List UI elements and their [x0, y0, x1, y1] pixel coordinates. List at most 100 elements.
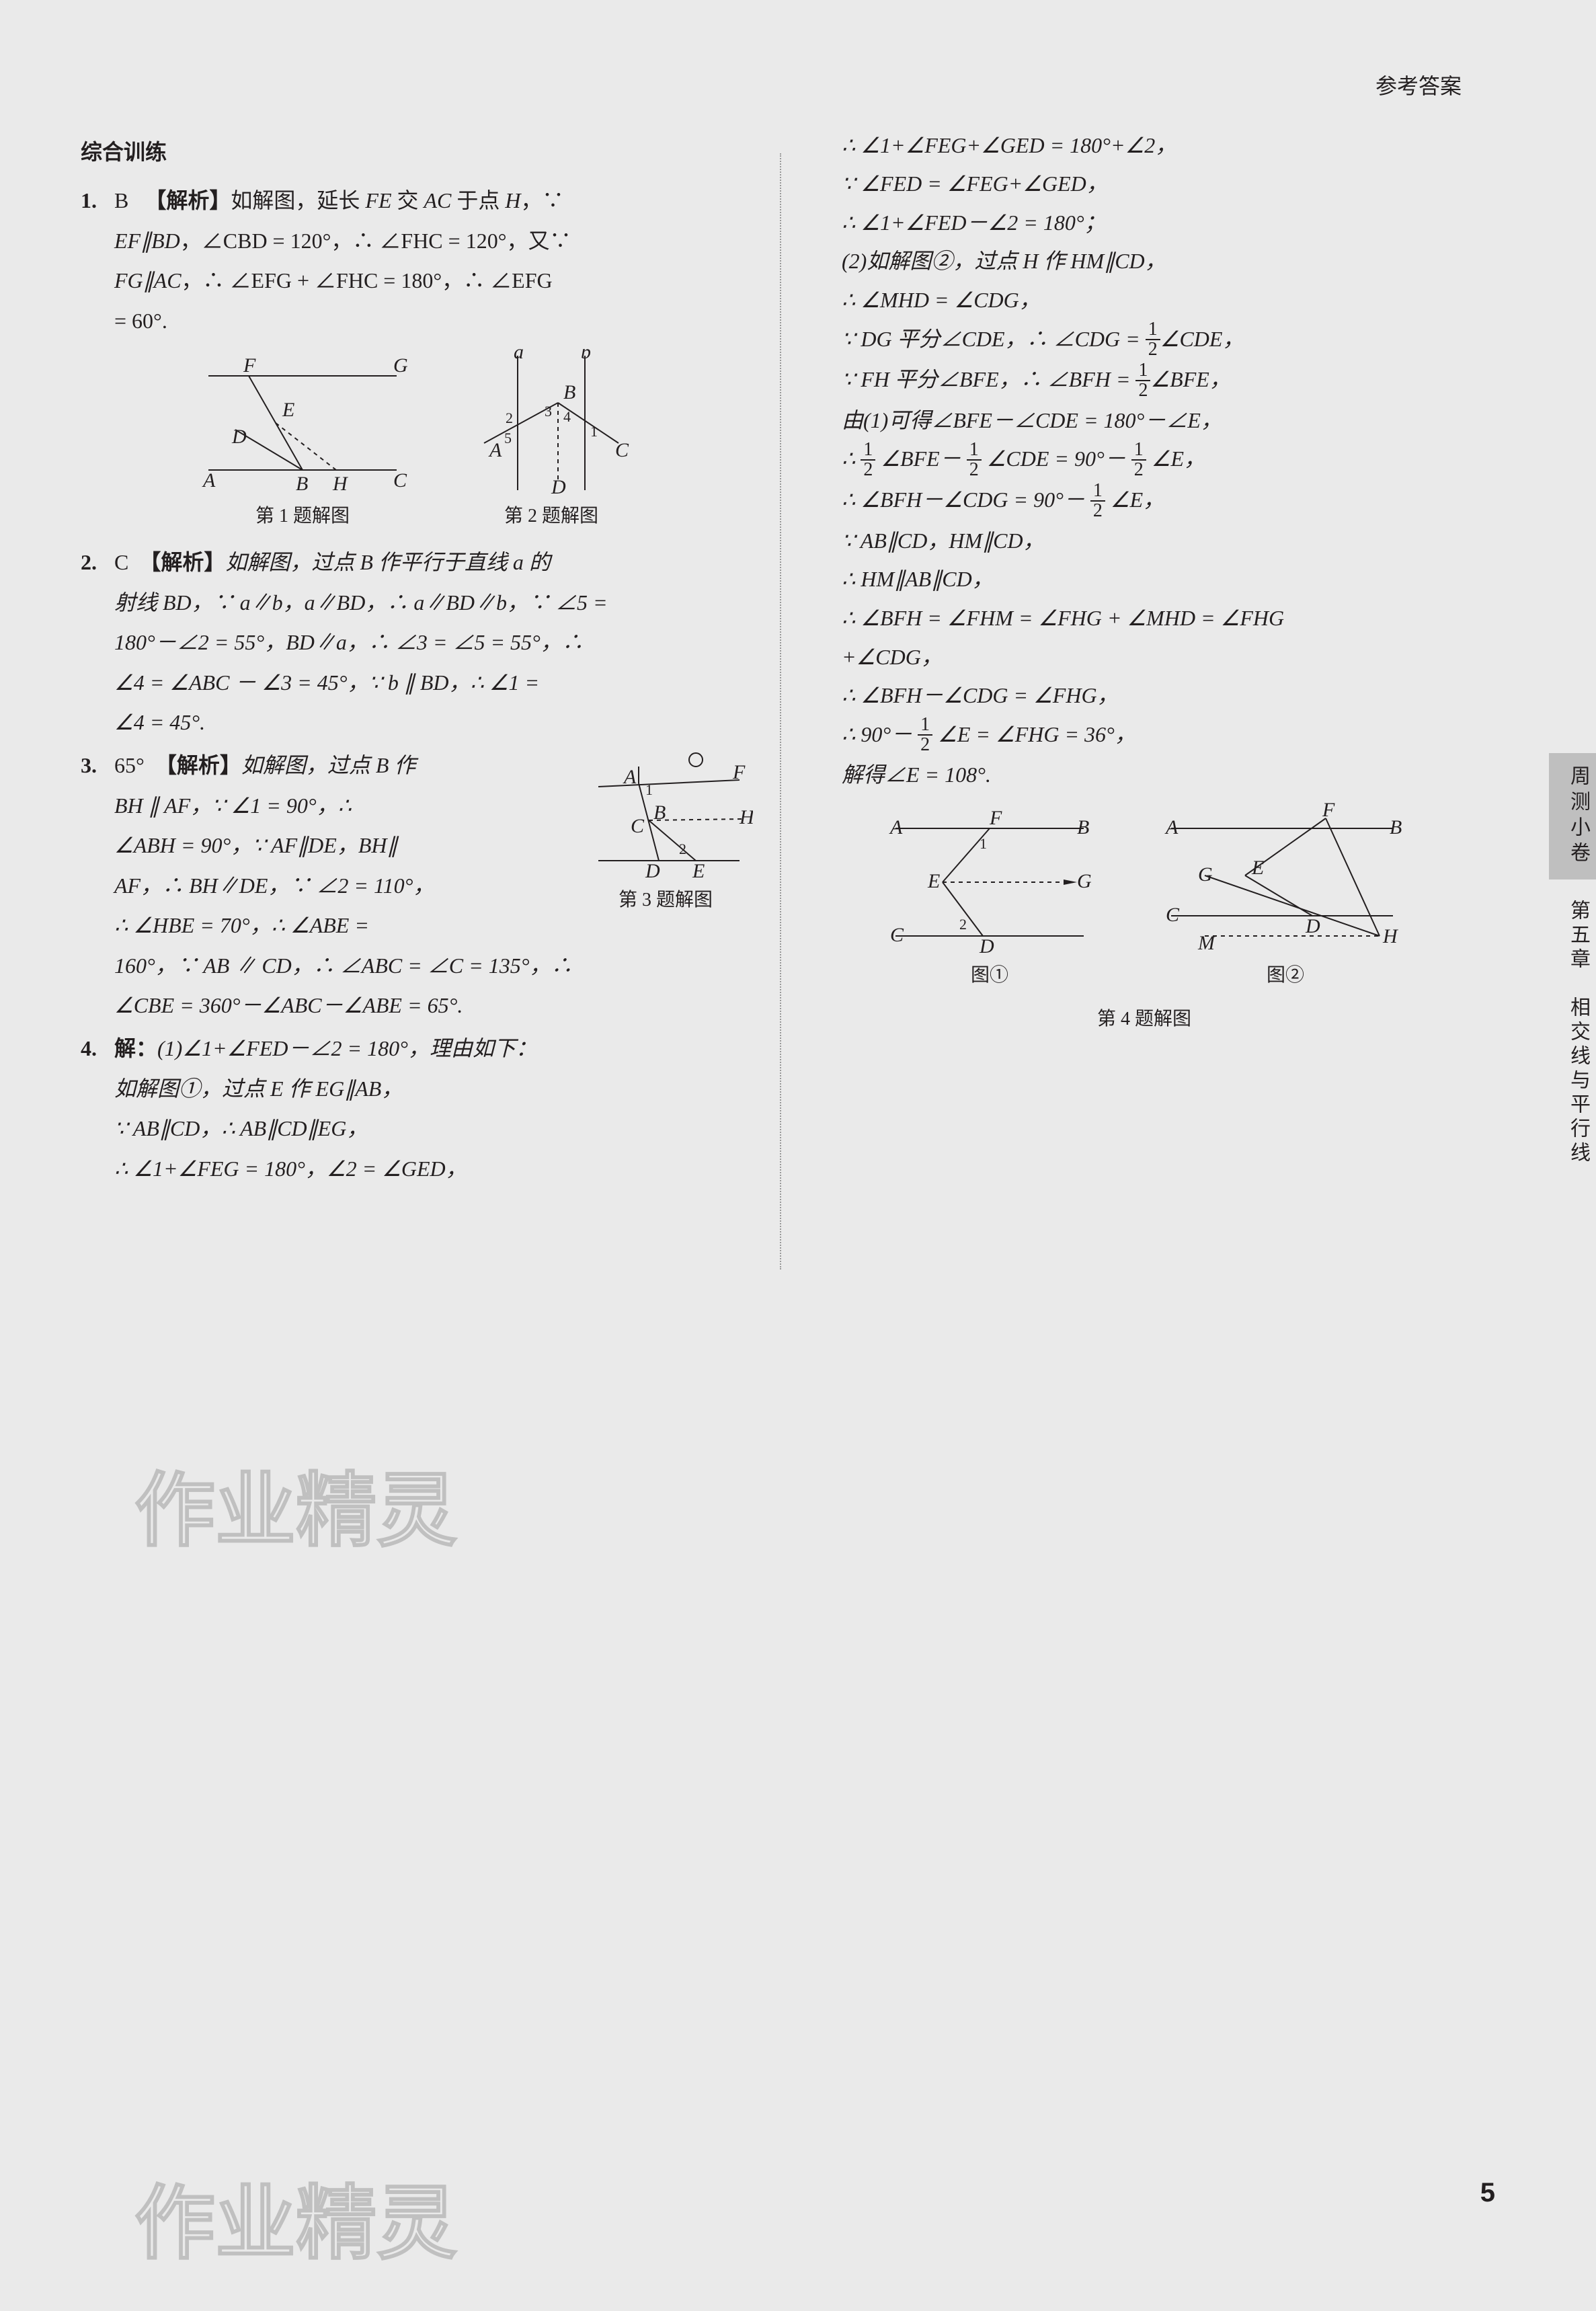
q1-fe: FE: [365, 188, 391, 212]
q4-figure-2: A B F G E C D M H 图②: [1158, 801, 1413, 992]
frac-half-4: 12: [967, 440, 982, 479]
q4-fig1-svg: A B F E G C D 1 2: [875, 801, 1104, 956]
lbl2-C: C: [615, 439, 629, 461]
q4-r9b: ∠BFE－: [881, 446, 961, 471]
lbl2-B: B: [563, 381, 575, 403]
l3-E: E: [692, 860, 705, 881]
q3-l1: 如解图，过点 B 作: [241, 753, 416, 777]
lbl-H: H: [332, 473, 349, 495]
column-right: ∴ ∠1+∠FEG+∠GED = 180°+∠2， ∵ ∠FED = ∠FEG+…: [808, 126, 1480, 1269]
q2-body: C 【解析】如解图，过点 B 作平行于直线 a 的 射线 BD，∵ a∥b，a∥…: [114, 543, 753, 744]
q1-fig-caption: 第 1 题解图: [195, 500, 410, 533]
f41-E: E: [927, 870, 940, 892]
f42-M: M: [1197, 932, 1216, 954]
q4-r14: ∴ ∠BFH－∠CDG = ∠FHG，: [842, 676, 1480, 715]
q4-label: 解：: [114, 1036, 157, 1060]
q4-l2: 如解图①，过点 E 作 EG∥AB，: [114, 1070, 753, 1109]
q3-l7: ∠CBE = 360°－∠ABC－∠ABE = 65°.: [114, 986, 753, 1025]
n2-5: 5: [504, 430, 512, 446]
q1-h: H: [505, 188, 520, 212]
page-content: 参考答案 综合训练 1. B 【解析】如解图，延长 FE 交 AC 于点 H，∵…: [81, 67, 1515, 1269]
lbl-G: G: [393, 354, 408, 377]
q3-fig-caption: 第 3 题解图: [578, 884, 753, 917]
q4-r6a: ∵ DG 平分∠CDE，∴ ∠CDG =: [842, 327, 1146, 351]
q4-fig2-svg: A B F G E C D M H: [1158, 801, 1413, 956]
section-title: 综合训练: [81, 133, 753, 172]
q4-figure-1: A B F E G C D 1 2 图①: [875, 801, 1104, 992]
f41-2: 2: [959, 916, 967, 933]
q3-number: 3.: [81, 746, 114, 1027]
f41-G: G: [1077, 870, 1092, 892]
n3-1: 1: [645, 781, 653, 798]
watermark-2: 作业精灵: [134, 2152, 457, 2297]
l3-F: F: [732, 761, 746, 783]
q4-r11: ∵ AB∥CD，HM∥CD，: [842, 522, 1480, 561]
page-number: 5: [1480, 2168, 1495, 2217]
side-tabs: 周测小卷 第五章 相交线与平行线: [1549, 753, 1596, 1166]
q1-q2-figures: F G E D A B H C 第 1 题解图: [81, 349, 753, 533]
page-header: 参考答案: [81, 67, 1515, 106]
q2-l4: ∠4 = ∠ABC － ∠3 = 45°，∵ b ∥ BD，∴ ∠1 =: [114, 664, 753, 703]
f41-A: A: [889, 816, 903, 838]
f41-B: B: [1077, 816, 1089, 838]
q4-r9c: ∠CDE = 90°－: [987, 446, 1126, 471]
q4-r1: ∴ ∠1+∠FEG+∠GED = 180°+∠2，: [842, 126, 1480, 165]
q4-fig2-caption: 图②: [1158, 959, 1413, 992]
f42-C: C: [1166, 904, 1180, 926]
frac-half-1: 12: [1146, 320, 1160, 359]
f42-B: B: [1390, 816, 1402, 838]
q1-l4: = 60°.: [114, 302, 753, 341]
q1-number: 1.: [81, 182, 114, 342]
f42-F: F: [1322, 801, 1335, 821]
lbl-A: A: [202, 469, 216, 492]
q2-answer: C: [114, 550, 128, 574]
f42-H: H: [1382, 925, 1399, 947]
q2-l1: 如解图，过点 B 作平行于直线 a 的: [225, 550, 551, 574]
lbl2-b: b: [581, 349, 591, 363]
q4-r4: (2)如解图②，过点 H 作 HM∥CD，: [842, 242, 1480, 281]
lbl2-A: A: [488, 439, 502, 461]
q4-r10a: ∴ ∠BFH－∠CDG = 90°－: [842, 487, 1085, 512]
lbl-D: D: [231, 426, 247, 448]
q4-r2: ∵ ∠FED = ∠FEG+∠GED，: [842, 165, 1480, 204]
q3-body: A F C B H D E 1 2 第 3 题解图 65° 【解析】如解图，过点…: [114, 746, 753, 1027]
lbl-F: F: [243, 354, 256, 377]
lbl-E: E: [282, 399, 294, 421]
q4-l4: ∴ ∠1+∠FEG = 180°，∠2 = ∠GED，: [114, 1150, 753, 1189]
q4-r9d: ∠E，: [1152, 446, 1205, 471]
question-3: 3. A F C: [81, 746, 753, 1027]
q4-r7b: ∠BFE，: [1150, 367, 1230, 391]
q4-right-continuation: ∴ ∠1+∠FEG+∠GED = 180°+∠2， ∵ ∠FED = ∠FEG+…: [808, 126, 1480, 795]
frac-half-5: 12: [1131, 440, 1146, 479]
two-column-layout: 综合训练 1. B 【解析】如解图，延长 FE 交 AC 于点 H，∵ EF∥B…: [81, 126, 1515, 1269]
lbl-B: B: [296, 473, 308, 495]
column-divider: [780, 153, 781, 1269]
q1-t1: 如解图，延长: [231, 188, 365, 212]
side-tab-chapter: 第五章 相交线与平行线: [1549, 900, 1596, 1166]
q4-r7a: ∵ FH 平分∠BFE，∴ ∠BFH =: [842, 367, 1135, 391]
q4-l3: ∵ AB∥CD，∴ AB∥CD∥EG，: [114, 1109, 753, 1148]
n2-1: 1: [590, 423, 598, 440]
q4-fig1-caption: 图①: [875, 959, 1104, 992]
f42-E: E: [1251, 857, 1264, 879]
frac-half-7: 12: [918, 715, 932, 754]
q1-l3b: ，∴ ∠EFG + ∠FHC = 180°，∴ ∠EFG: [182, 268, 553, 292]
lbl2-D: D: [551, 476, 566, 497]
q4-r15b: ∠E = ∠FHG = 36°，: [938, 722, 1136, 746]
column-left: 综合训练 1. B 【解析】如解图，延长 FE 交 AC 于点 H，∵ EF∥B…: [81, 126, 753, 1269]
q1-analysis-label: 【解析】: [155, 188, 231, 212]
l3-H: H: [739, 806, 753, 828]
q4-r10b: ∠E，: [1111, 487, 1164, 512]
frac-half-2: 12: [1135, 361, 1150, 400]
q4-r13: ∴ ∠BFH = ∠FHM = ∠FHG + ∠MHD = ∠FHG: [842, 599, 1480, 638]
question-4: 4. 解：(1)∠1+∠FED－∠2 = 180°，理由如下： 如解图①，过点 …: [81, 1029, 753, 1189]
q4-r5: ∴ ∠MHD = ∠CDG，: [842, 281, 1480, 320]
frac-half-6: 12: [1090, 481, 1105, 520]
f41-1: 1: [980, 835, 987, 852]
q1-figure-svg: F G E D A B H C: [195, 349, 410, 497]
lbl2-a: a: [514, 349, 524, 363]
watermark-1: 作业精灵: [134, 1439, 457, 1584]
l3-D: D: [645, 860, 660, 881]
q2-figure-svg: a b B A C D 1 2 3 4 5: [464, 349, 639, 497]
q4-body: 解：(1)∠1+∠FED－∠2 = 180°，理由如下： 如解图①，过点 E 作…: [114, 1029, 753, 1189]
